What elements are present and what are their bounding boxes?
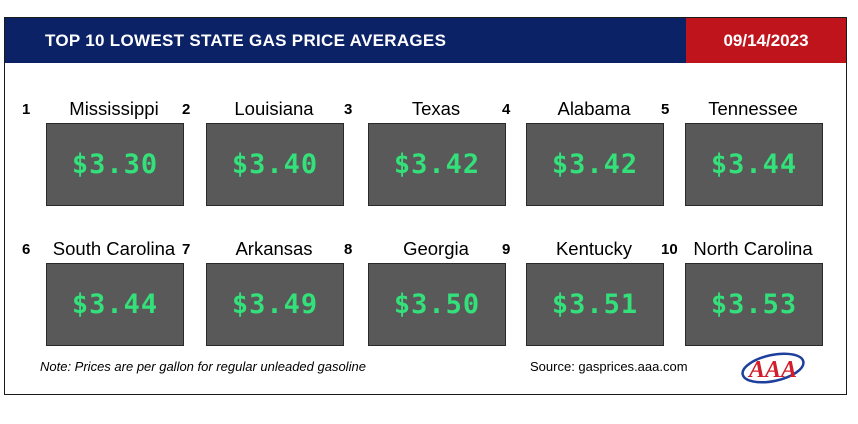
state-name: Kentucky [555, 238, 633, 259]
aaa-logo-text: AAA [747, 357, 797, 383]
price-display: $3.53 [685, 263, 823, 346]
state-rank: 2 [182, 101, 191, 118]
footnote: Note: Prices are per gallon for regular … [40, 359, 366, 374]
state-rank: 9 [502, 241, 511, 258]
state-rank: 6 [22, 241, 31, 258]
state-name: Arkansas [235, 238, 313, 259]
price-display: $3.44 [46, 263, 184, 346]
state-rank: 7 [182, 241, 191, 258]
state-rank: 1 [22, 101, 31, 118]
price-display: $3.50 [368, 263, 506, 346]
state-rank: 5 [661, 101, 670, 118]
state-name: Mississippi [69, 98, 159, 119]
price-display: $3.51 [526, 263, 664, 346]
state-rank: 8 [344, 241, 353, 258]
aaa-logo-icon: AAA [741, 352, 805, 384]
price-display: $3.30 [46, 123, 184, 206]
state-rank: 10 [661, 241, 678, 258]
price-display: $3.40 [206, 123, 344, 206]
price-display: $3.42 [368, 123, 506, 206]
state-name: Georgia [403, 238, 469, 259]
state-name: Alabama [557, 98, 631, 119]
price-display: $3.42 [526, 123, 664, 206]
date-badge: 09/14/2023 [686, 18, 846, 63]
state-rank: 4 [502, 101, 511, 118]
page-title: TOP 10 LOWEST STATE GAS PRICE AVERAGES [45, 31, 447, 50]
price-display: $3.49 [206, 263, 344, 346]
state-name: South Carolina [52, 238, 176, 259]
header-bar: TOP 10 LOWEST STATE GAS PRICE AVERAGES 0… [5, 18, 846, 63]
state-rank: 3 [344, 101, 353, 118]
state-name: North Carolina [693, 238, 813, 259]
state-name: Texas [411, 98, 461, 119]
source-credit: Source: gasprices.aaa.com [530, 359, 688, 374]
price-display: $3.44 [685, 123, 823, 206]
state-name: Tennessee [708, 98, 798, 119]
state-name: Louisiana [234, 98, 314, 119]
